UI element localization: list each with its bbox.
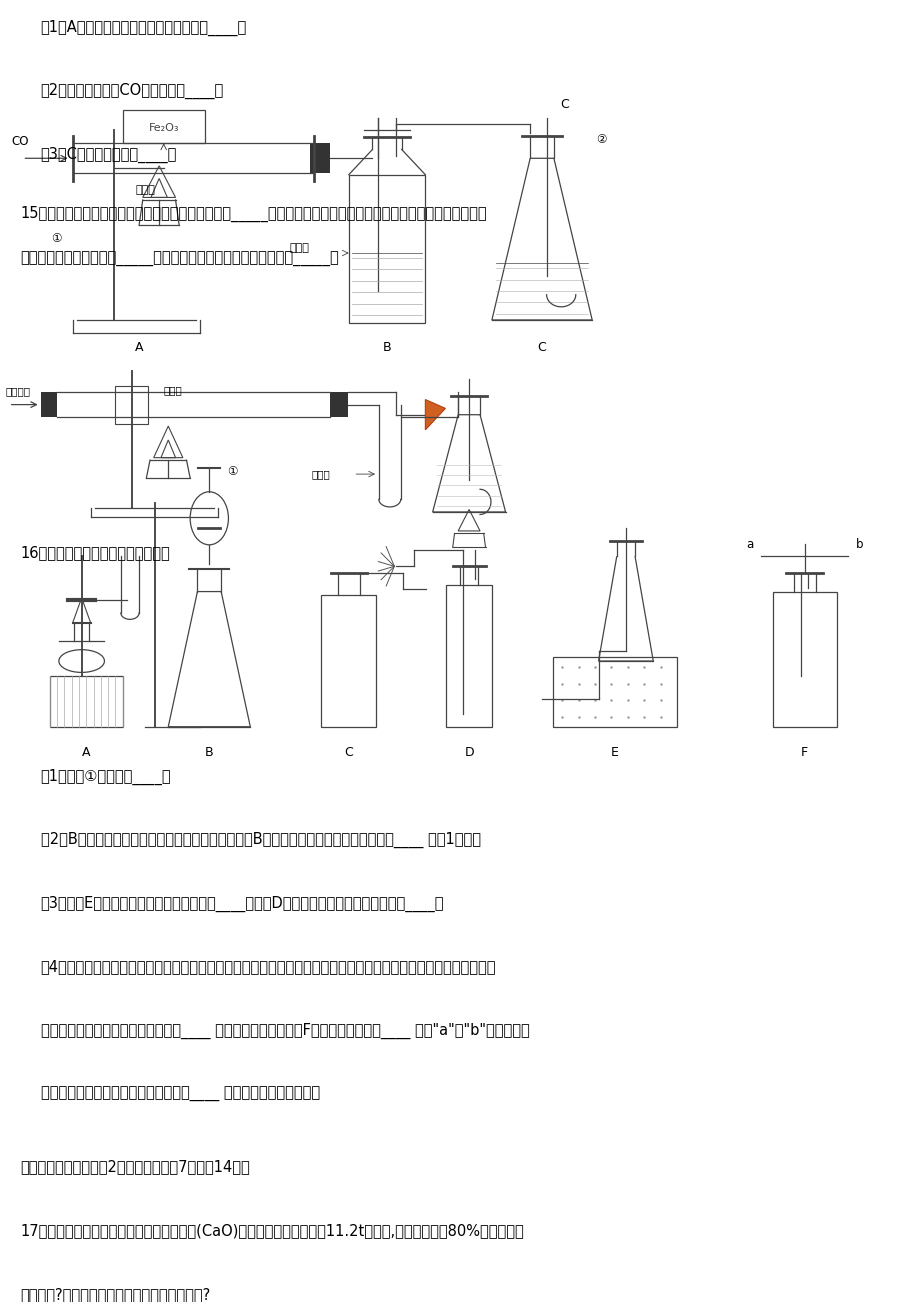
Text: C: C [560,98,569,111]
Bar [552,658,676,727]
Text: 为防止多余的氨气逸散到空气中，可用____ （填写物质名称）吸收。: 为防止多余的氨气逸散到空气中，可用____ （填写物质名称）吸收。 [40,1087,320,1101]
Polygon shape [425,400,445,430]
Text: 16．请根据下列图示装置回答问题。: 16．请根据下列图示装置回答问题。 [20,544,170,560]
Text: （1）仪器①的名称是____。: （1）仪器①的名称是____。 [40,768,171,785]
Text: CO: CO [11,135,28,148]
Text: 三、实验题（本题包括2个小题，每小题7分，共14分）: 三、实验题（本题包括2个小题，每小题7分，共14分） [20,1160,250,1174]
Text: （2）B装置可以作为很多气体的发生装置，写出能用B装置来制取气体的化学反应方程式____ （写1个）；: （2）B装置可以作为很多气体的发生装置，写出能用B装置来制取气体的化学反应方程式… [40,832,480,849]
Bar [50,676,122,727]
Text: ①: ① [51,232,62,245]
Bar [40,392,57,417]
Bar [309,143,329,173]
Text: B: B [205,746,213,759]
Bar [446,586,492,727]
Text: A: A [82,746,90,759]
Text: （3）若用E装置收集气体，收集满的现象是____；选用D装置收集二氧化碳气体的理由是____。: （3）若用E装置收集气体，收集满的现象是____；选用D装置收集二氧化碳气体的理… [40,896,444,911]
Text: E: E [610,746,618,759]
Text: 15．下图为实验室模拟工业上炼铁的原理。当观察到_____现象时，即证明该反应已经结束可停止加热，写出玻璃管: 15．下图为实验室模拟工业上炼铁的原理。当观察到_____现象时，即证明该反应已… [20,206,487,223]
Text: 氧化铁: 氧化铁 [164,385,182,396]
FancyBboxPatch shape [122,111,205,143]
Text: B: B [382,341,391,354]
Text: （1）A装置中发生反应的化学方程式是：____。: （1）A装置中发生反应的化学方程式是：____。 [40,20,246,35]
Text: （2）该实验先通入CO的目的是：____。: （2）该实验先通入CO的目的是：____。 [40,83,223,99]
Text: 17．工业上，高温煅烧石灰石可制得生石灰(CaO)和二氧化碳。如果制取11.2t氧化钙,需要含碳酸钙80%的石灰石质: 17．工业上，高温煅烧石灰石可制得生石灰(CaO)和二氧化碳。如果制取11.2t… [20,1223,524,1238]
Text: D: D [464,746,473,759]
Text: Fe₂O₃: Fe₂O₃ [148,122,179,133]
Text: 加强热: 加强热 [135,185,155,195]
Bar [321,595,376,727]
Bar [115,385,148,423]
Text: ②: ② [596,133,606,146]
Bar [348,174,425,323]
Text: 石灰水: 石灰水 [312,469,330,479]
Text: （4）氨气是一种有刺激性气味、密度比空气小、极易溶于水的气体，实验室常用加热氯化铵和熟石灰固体混合物制取: （4）氨气是一种有刺激性气味、密度比空气小、极易溶于水的气体，实验室常用加热氯化… [40,960,495,974]
Text: C: C [537,341,546,354]
Text: b: b [855,538,862,551]
Text: 石灰水: 石灰水 [289,243,309,253]
Ellipse shape [59,650,105,672]
Text: （3）C装置的作用是：____。: （3）C装置的作用是：____。 [40,147,176,163]
Text: 量是多少?同时可以得到二氧化碳的质量是多少?: 量是多少?同时可以得到二氧化碳的质量是多少? [20,1286,210,1302]
Text: C: C [344,746,353,759]
Text: a: a [745,538,753,551]
Text: F: F [800,746,807,759]
Text: ①: ① [227,465,238,478]
Text: 氨气。制取氨气应选择的发生装置是____ （填字母），如果用图F收集氨气，气体从____ （填"a"或"b"）端进入，: 氨气。制取氨气应选择的发生装置是____ （填字母），如果用图F收集氨气，气体从… [40,1023,528,1039]
Text: 一氧化碳: 一氧化碳 [6,385,31,396]
Bar [772,591,835,727]
Text: 中发生的化学反应方程式_____，该装置末端中添加酒精灯的目的是_____。: 中发生的化学反应方程式_____，该装置末端中添加酒精灯的目的是_____。 [20,251,339,267]
Ellipse shape [190,492,228,544]
Text: A: A [135,341,143,354]
Bar [329,392,347,417]
